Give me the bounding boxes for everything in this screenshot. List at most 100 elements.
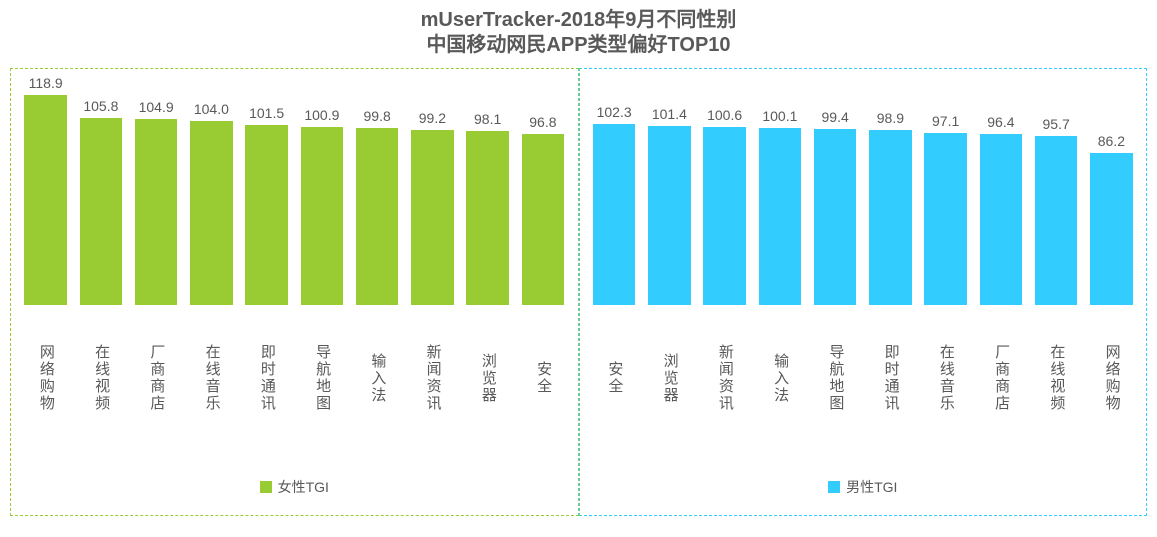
bar-slot: 102.3 — [590, 75, 639, 305]
page-root: mUserTracker-2018年9月不同性别 中国移动网民APP类型偏好TO… — [0, 0, 1157, 537]
category-label: 安全 — [606, 313, 623, 443]
category-slot: 新闻资讯 — [700, 313, 749, 443]
bar-value-label: 86.2 — [1098, 133, 1125, 149]
bar — [301, 127, 343, 306]
bar-slot: 105.8 — [76, 75, 125, 305]
bar-slot: 97.1 — [921, 75, 970, 305]
bar-slot: 100.9 — [297, 75, 346, 305]
category-slot: 厂商商店 — [976, 313, 1025, 443]
bar-value-label: 96.4 — [987, 114, 1014, 130]
category-slot: 即时通讯 — [866, 313, 915, 443]
category-slot: 网络购物 — [1087, 313, 1136, 443]
bar-slot: 101.4 — [645, 75, 694, 305]
bar-value-label: 99.8 — [364, 108, 391, 124]
bar — [980, 134, 1022, 305]
bar-value-label: 100.6 — [707, 107, 742, 123]
male-categories-area: 安全 浏览器 新闻资讯 输入法 导航地图 即时通讯 在线音乐 厂商商店 在线视频 网络购物 — [586, 305, 1141, 443]
category-label: 网络购物 — [37, 313, 54, 443]
bar — [190, 121, 232, 305]
bar-slot: 99.2 — [408, 75, 457, 305]
category-label: 在线视频 — [93, 313, 110, 443]
bar — [411, 130, 453, 306]
bar — [522, 134, 564, 305]
category-slot: 新闻资讯 — [408, 313, 457, 443]
bar-slot: 101.5 — [242, 75, 291, 305]
female-legend-swatch — [260, 481, 272, 493]
category-slot: 在线视频 — [1032, 313, 1081, 443]
category-slot: 浏览器 — [463, 313, 512, 443]
bar-slot: 98.9 — [866, 75, 915, 305]
category-slot: 在线音乐 — [187, 313, 236, 443]
bar-value-label: 118.9 — [29, 75, 63, 91]
female-bars-area: 118.9 105.8 104.9 104.0 101.5 100.9 99.8 99.2 98… — [17, 75, 572, 305]
male-bars-area: 102.3 101.4 100.6 100.1 99.4 98.9 97.1 96.4 95.7… — [586, 75, 1141, 305]
bar — [593, 124, 635, 305]
category-label: 浏览器 — [479, 313, 496, 443]
category-label: 厂商商店 — [993, 313, 1010, 443]
category-label: 导航地图 — [314, 313, 331, 443]
bar — [80, 118, 122, 305]
category-label: 浏览器 — [661, 313, 678, 443]
bar — [356, 128, 398, 305]
bar — [1090, 153, 1132, 306]
bar — [814, 129, 856, 305]
bar-slot: 99.4 — [811, 75, 860, 305]
category-slot: 厂商商店 — [132, 313, 181, 443]
category-slot: 在线视频 — [76, 313, 125, 443]
category-slot: 导航地图 — [811, 313, 860, 443]
bar — [869, 130, 911, 305]
bar-value-label: 104.0 — [194, 101, 229, 117]
category-label: 新闻资讯 — [424, 313, 441, 443]
bar-value-label: 101.5 — [249, 105, 284, 121]
bar-slot: 96.4 — [976, 75, 1025, 305]
category-slot: 即时通讯 — [242, 313, 291, 443]
bar-slot: 99.8 — [353, 75, 402, 305]
category-slot: 输入法 — [755, 313, 804, 443]
bar-value-label: 99.2 — [419, 110, 446, 126]
category-label: 在线音乐 — [203, 313, 220, 443]
bar-slot: 86.2 — [1087, 75, 1136, 305]
chart-title: mUserTracker-2018年9月不同性别 中国移动网民APP类型偏好TO… — [0, 0, 1157, 58]
category-label: 导航地图 — [827, 313, 844, 443]
bar-slot: 100.1 — [755, 75, 804, 305]
male-legend: 男性TGI — [580, 463, 1147, 515]
male-panel: 102.3 101.4 100.6 100.1 99.4 98.9 97.1 96.4 95.7… — [579, 68, 1148, 516]
category-label: 网络购物 — [1103, 313, 1120, 443]
female-plot: 118.9 105.8 104.9 104.0 101.5 100.9 99.8 99.2 98… — [11, 69, 578, 463]
category-label: 安全 — [535, 313, 552, 443]
bar-value-label: 98.1 — [474, 111, 501, 127]
category-slot: 安全 — [590, 313, 639, 443]
female-legend-label: 女性TGI — [278, 477, 329, 497]
bar-slot: 104.9 — [132, 75, 181, 305]
male-plot: 102.3 101.4 100.6 100.1 99.4 98.9 97.1 96.4 95.7… — [580, 69, 1147, 463]
bar-slot: 118.9 — [21, 75, 70, 305]
category-label: 在线音乐 — [937, 313, 954, 443]
category-label: 即时通讯 — [882, 313, 899, 443]
bar-slot: 100.6 — [700, 75, 749, 305]
category-slot: 输入法 — [353, 313, 402, 443]
bar-slot: 95.7 — [1032, 75, 1081, 305]
bar-value-label: 104.9 — [139, 99, 174, 115]
category-slot: 导航地图 — [297, 313, 346, 443]
bar-slot: 98.1 — [463, 75, 512, 305]
category-slot: 安全 — [518, 313, 567, 443]
category-label: 即时通讯 — [258, 313, 275, 443]
bar — [1035, 136, 1077, 305]
bar-value-label: 99.4 — [822, 109, 849, 125]
category-label: 新闻资讯 — [716, 313, 733, 443]
bar — [245, 125, 287, 305]
bar — [466, 131, 508, 305]
bar — [759, 128, 801, 305]
category-slot: 在线音乐 — [921, 313, 970, 443]
bar — [924, 133, 966, 305]
category-slot: 浏览器 — [645, 313, 694, 443]
bar-value-label: 97.1 — [932, 113, 959, 129]
bar — [703, 127, 745, 305]
category-label: 厂商商店 — [148, 313, 165, 443]
bar-value-label: 100.1 — [762, 108, 797, 124]
bar-value-label: 102.3 — [597, 104, 632, 120]
bar-value-label: 100.9 — [304, 107, 339, 123]
male-legend-label: 男性TGI — [846, 477, 897, 497]
bar-value-label: 98.9 — [877, 110, 904, 126]
bar-slot: 96.8 — [518, 75, 567, 305]
